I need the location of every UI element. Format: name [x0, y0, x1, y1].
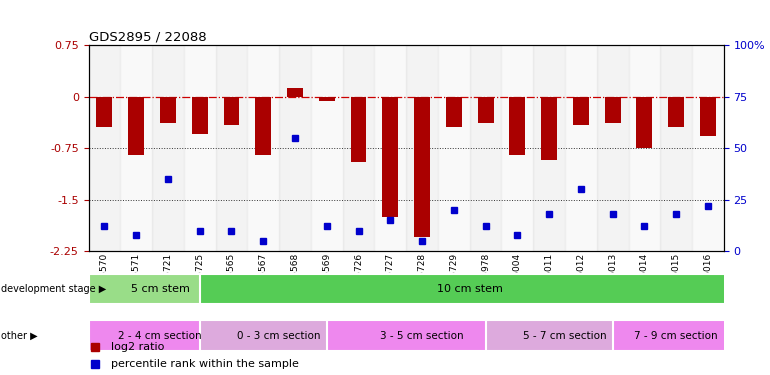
Text: 5 cm stem: 5 cm stem: [131, 284, 189, 294]
Bar: [350, 96, 367, 162]
Bar: [216, 45, 247, 251]
Bar: [438, 45, 470, 251]
FancyBboxPatch shape: [326, 320, 517, 351]
Text: percentile rank within the sample: percentile rank within the sample: [111, 359, 299, 369]
Bar: [637, 96, 652, 148]
Bar: [573, 96, 589, 125]
Bar: [414, 96, 430, 237]
Text: GDS2895 / 22088: GDS2895 / 22088: [89, 31, 206, 44]
Bar: [311, 45, 343, 251]
Bar: [565, 45, 597, 251]
Bar: [192, 96, 208, 134]
Text: log2 ratio: log2 ratio: [111, 342, 164, 352]
Bar: [533, 45, 565, 251]
Text: 10 cm stem: 10 cm stem: [437, 284, 503, 294]
Bar: [604, 96, 621, 123]
Bar: [374, 45, 407, 251]
Bar: [89, 45, 120, 251]
Bar: [96, 96, 112, 128]
Text: other ▶: other ▶: [1, 331, 38, 340]
Bar: [343, 45, 374, 251]
Bar: [319, 96, 335, 101]
Bar: [247, 45, 279, 251]
FancyBboxPatch shape: [199, 274, 740, 304]
Bar: [184, 45, 216, 251]
Bar: [223, 96, 239, 125]
Bar: [510, 96, 525, 155]
Text: development stage ▶: development stage ▶: [1, 284, 106, 294]
Bar: [383, 96, 398, 217]
FancyBboxPatch shape: [89, 274, 232, 304]
Text: 2 - 4 cm section: 2 - 4 cm section: [119, 331, 202, 340]
Text: 7 - 9 cm section: 7 - 9 cm section: [634, 331, 718, 340]
Bar: [256, 96, 271, 155]
FancyBboxPatch shape: [486, 320, 644, 351]
Bar: [700, 96, 716, 136]
Bar: [160, 96, 176, 123]
Bar: [477, 96, 494, 123]
Bar: [129, 96, 144, 155]
Bar: [597, 45, 628, 251]
Bar: [501, 45, 534, 251]
Bar: [628, 45, 661, 251]
Bar: [287, 88, 303, 96]
Text: 3 - 5 cm section: 3 - 5 cm section: [380, 331, 464, 340]
Bar: [692, 45, 724, 251]
Bar: [120, 45, 152, 251]
Bar: [279, 45, 311, 251]
Bar: [470, 45, 501, 251]
Text: 5 - 7 cm section: 5 - 7 cm section: [523, 331, 607, 340]
FancyBboxPatch shape: [613, 320, 740, 351]
FancyBboxPatch shape: [199, 320, 359, 351]
Bar: [660, 45, 692, 251]
Bar: [407, 45, 438, 251]
Bar: [541, 96, 557, 160]
Text: 0 - 3 cm section: 0 - 3 cm section: [237, 331, 321, 340]
Bar: [668, 96, 684, 128]
FancyBboxPatch shape: [89, 320, 232, 351]
Bar: [152, 45, 184, 251]
Bar: [446, 96, 462, 128]
